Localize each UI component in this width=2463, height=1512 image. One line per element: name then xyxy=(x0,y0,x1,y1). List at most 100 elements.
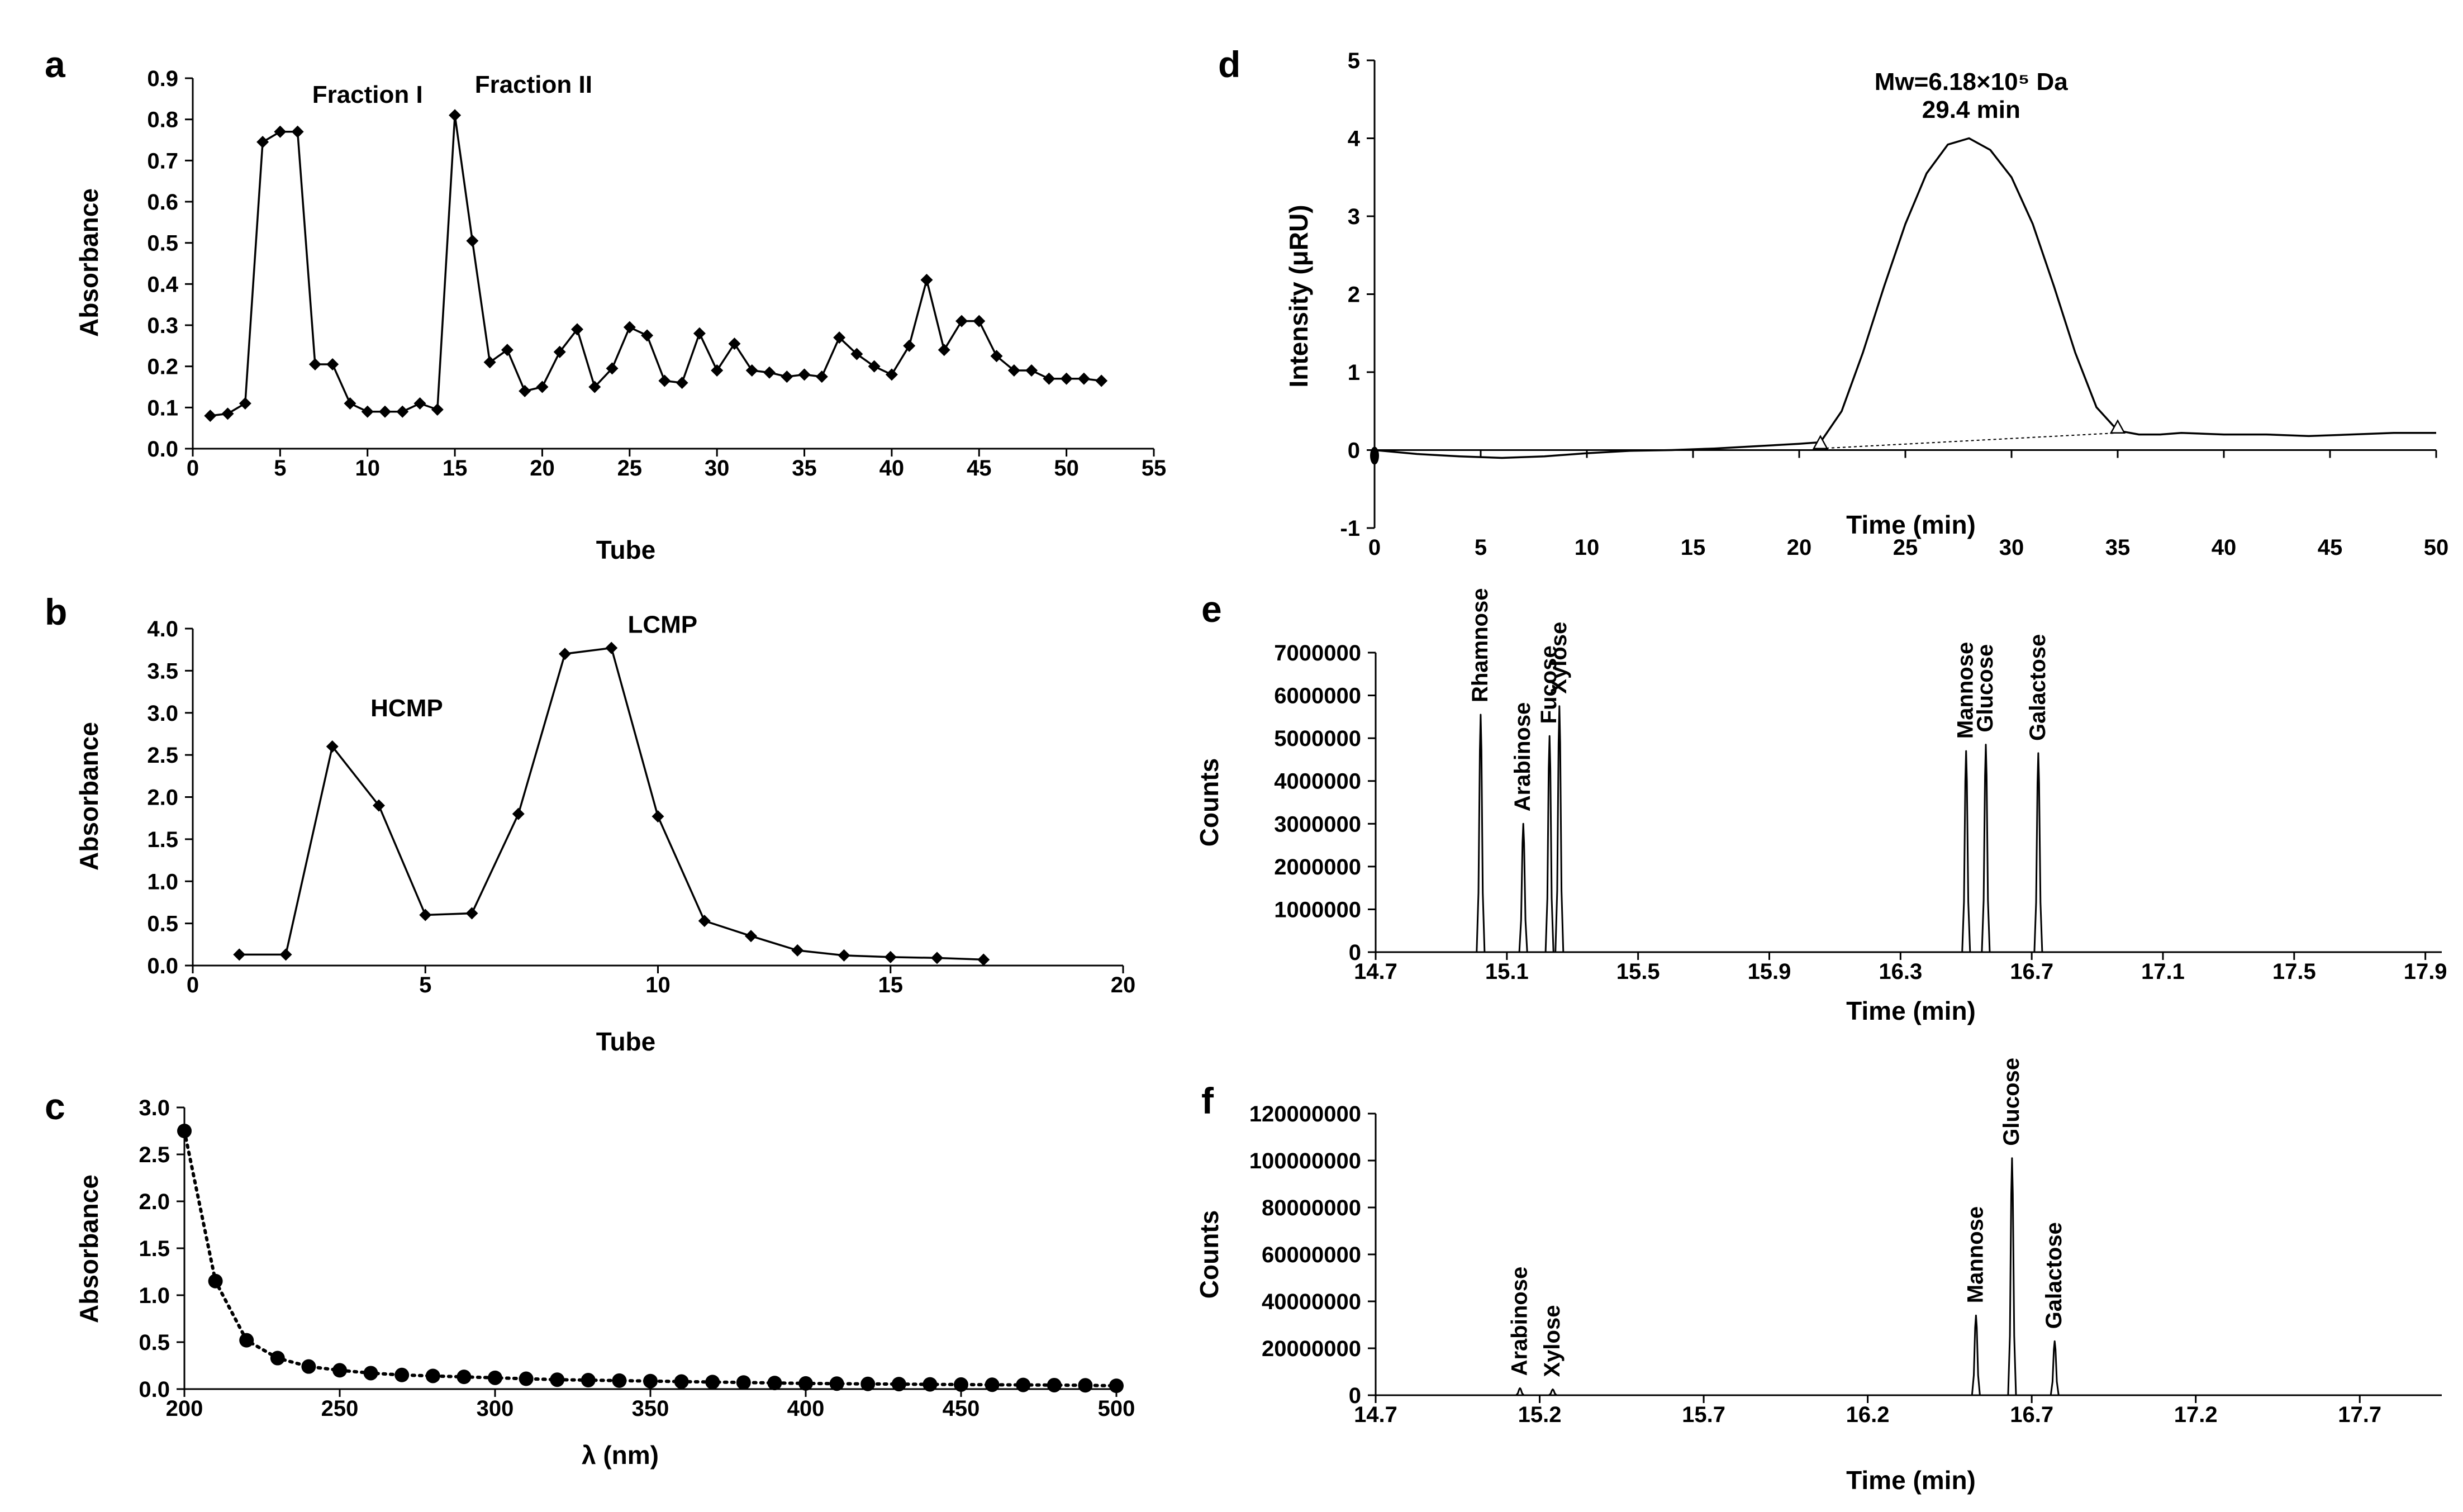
data-point xyxy=(326,358,339,370)
panel-label-b: b xyxy=(45,591,67,633)
peak-label: Arabinose xyxy=(1510,702,1535,812)
y-axis-label: Absorbance xyxy=(74,722,103,871)
data-point xyxy=(363,1366,378,1381)
data-point xyxy=(938,344,950,356)
panel-c: c 200 250 300 350 400 450 500 0.0 0.5 1.0 1.5 2.0 2.5… xyxy=(45,1086,1135,1470)
x-axis-label: Time (min) xyxy=(1846,510,1976,539)
data-point xyxy=(745,930,757,943)
data-point xyxy=(884,950,897,963)
data-point xyxy=(605,641,618,654)
y-axis-label: Counts xyxy=(1195,1210,1224,1299)
data-point xyxy=(1077,372,1090,385)
data-point xyxy=(868,360,881,373)
panel-b: b 0 5 10 15 20 0.0 0.5 1.0 1.5 2.0 2.5 3.0 3.5 4.0 Tube… xyxy=(45,591,1135,1056)
peak-label: Galactose xyxy=(2025,634,2050,741)
data-point xyxy=(798,1376,813,1391)
data-point xyxy=(791,944,804,957)
y-tick-label: 3.5 xyxy=(147,659,178,683)
y-tick-label: 1 xyxy=(1348,360,1360,385)
x-tick-label: 20 xyxy=(1111,973,1136,997)
y-tick-label: 0.9 xyxy=(147,66,178,91)
data-point xyxy=(931,952,943,964)
y-tick-label: 0.0 xyxy=(147,954,178,978)
y-tick-label: 4000000 xyxy=(1274,769,1361,794)
y-tick-label: 4 xyxy=(1348,127,1361,151)
peak-fucose xyxy=(1544,735,1554,953)
y-tick-label: 0 xyxy=(1349,1383,1361,1408)
baseline-marker xyxy=(2109,419,2126,434)
x-tick-label: 15 xyxy=(878,973,904,997)
data-point xyxy=(204,410,217,422)
data-point xyxy=(977,953,990,966)
y-tick-label: 2.5 xyxy=(147,743,178,768)
data-point xyxy=(955,315,968,327)
x-tick-label: 30 xyxy=(1999,535,2024,560)
data-point xyxy=(457,1370,472,1385)
x-tick-label: 16.3 xyxy=(1879,959,1922,984)
data-point xyxy=(221,407,234,420)
x-tick-label: 25 xyxy=(1893,535,1918,560)
data-point xyxy=(676,377,688,389)
y-tick-label: 2000000 xyxy=(1274,855,1361,879)
x-tick-label: 15.5 xyxy=(1616,959,1660,984)
data-point xyxy=(419,909,432,921)
data-point xyxy=(1043,372,1055,385)
data-point xyxy=(344,397,356,410)
data-point xyxy=(550,1372,565,1387)
x-tick-label: 15 xyxy=(443,456,468,481)
annotation: Mw=6.18×10⁵ Da xyxy=(1875,68,2069,96)
x-tick-label: 350 xyxy=(632,1396,669,1421)
y-tick-label: 0.5 xyxy=(147,231,178,256)
data-point xyxy=(396,405,409,418)
x-tick-label: 10 xyxy=(1575,535,1600,560)
annotation: 29.4 min xyxy=(1922,96,2020,123)
x-axis-label: Tube xyxy=(596,1027,655,1056)
data-point xyxy=(798,368,811,381)
y-tick-label: 0.4 xyxy=(147,272,178,297)
peak-glucose xyxy=(1981,744,1991,953)
data-point xyxy=(326,740,339,753)
x-tick-label: 25 xyxy=(617,456,643,481)
y-tick-label: 0.1 xyxy=(147,396,178,420)
integration-baseline xyxy=(1820,432,2118,449)
data-point xyxy=(1060,372,1073,385)
data-point xyxy=(781,370,793,383)
x-tick-label: 0 xyxy=(187,973,199,997)
x-tick-label: 15.9 xyxy=(1748,959,1791,984)
data-point xyxy=(641,329,654,342)
data-point xyxy=(1025,364,1038,377)
data-point xyxy=(301,1359,316,1374)
x-tick-label: 17.9 xyxy=(2404,959,2447,984)
x-tick-label: 17.1 xyxy=(2141,959,2185,984)
y-tick-label: 0.0 xyxy=(139,1377,170,1402)
x-tick-label: 50 xyxy=(1054,456,1079,481)
data-point xyxy=(239,1333,254,1348)
series-line xyxy=(239,646,984,961)
peak-label: Glucose xyxy=(1973,644,1998,733)
peak-mannose xyxy=(1961,750,1971,953)
panel-label-f: f xyxy=(1201,1080,1214,1121)
data-point xyxy=(588,381,601,393)
x-tick-label: 14.7 xyxy=(1354,1402,1397,1427)
data-point xyxy=(425,1368,440,1383)
y-tick-label: 7000000 xyxy=(1274,641,1361,665)
panel-e: e 14.7 15.1 15.5 15.9 16.3 16.7 17.1 17.5 17.9 0 10… xyxy=(1195,588,2447,1025)
data-point xyxy=(512,807,525,820)
peak-galactose xyxy=(2050,1340,2060,1396)
data-point xyxy=(728,337,741,350)
y-tick-label: 100000000 xyxy=(1249,1149,1361,1173)
y-tick-label: 60000000 xyxy=(1262,1243,1361,1267)
data-point xyxy=(891,1377,906,1392)
data-point xyxy=(519,384,531,397)
data-point xyxy=(674,1374,689,1389)
data-point xyxy=(829,1376,844,1391)
panel-f: f 14.7 15.2 15.7 16.2 16.7 17.2 17.7 0 20000000 40… xyxy=(1195,1058,2442,1495)
data-point xyxy=(985,1377,1000,1392)
data-point xyxy=(291,125,304,138)
x-tick-label: 45 xyxy=(2318,535,2343,560)
y-tick-label: 1.0 xyxy=(139,1283,170,1308)
y-tick-label: 80000000 xyxy=(1262,1196,1361,1220)
data-point xyxy=(860,1376,876,1391)
data-point xyxy=(990,350,1003,363)
